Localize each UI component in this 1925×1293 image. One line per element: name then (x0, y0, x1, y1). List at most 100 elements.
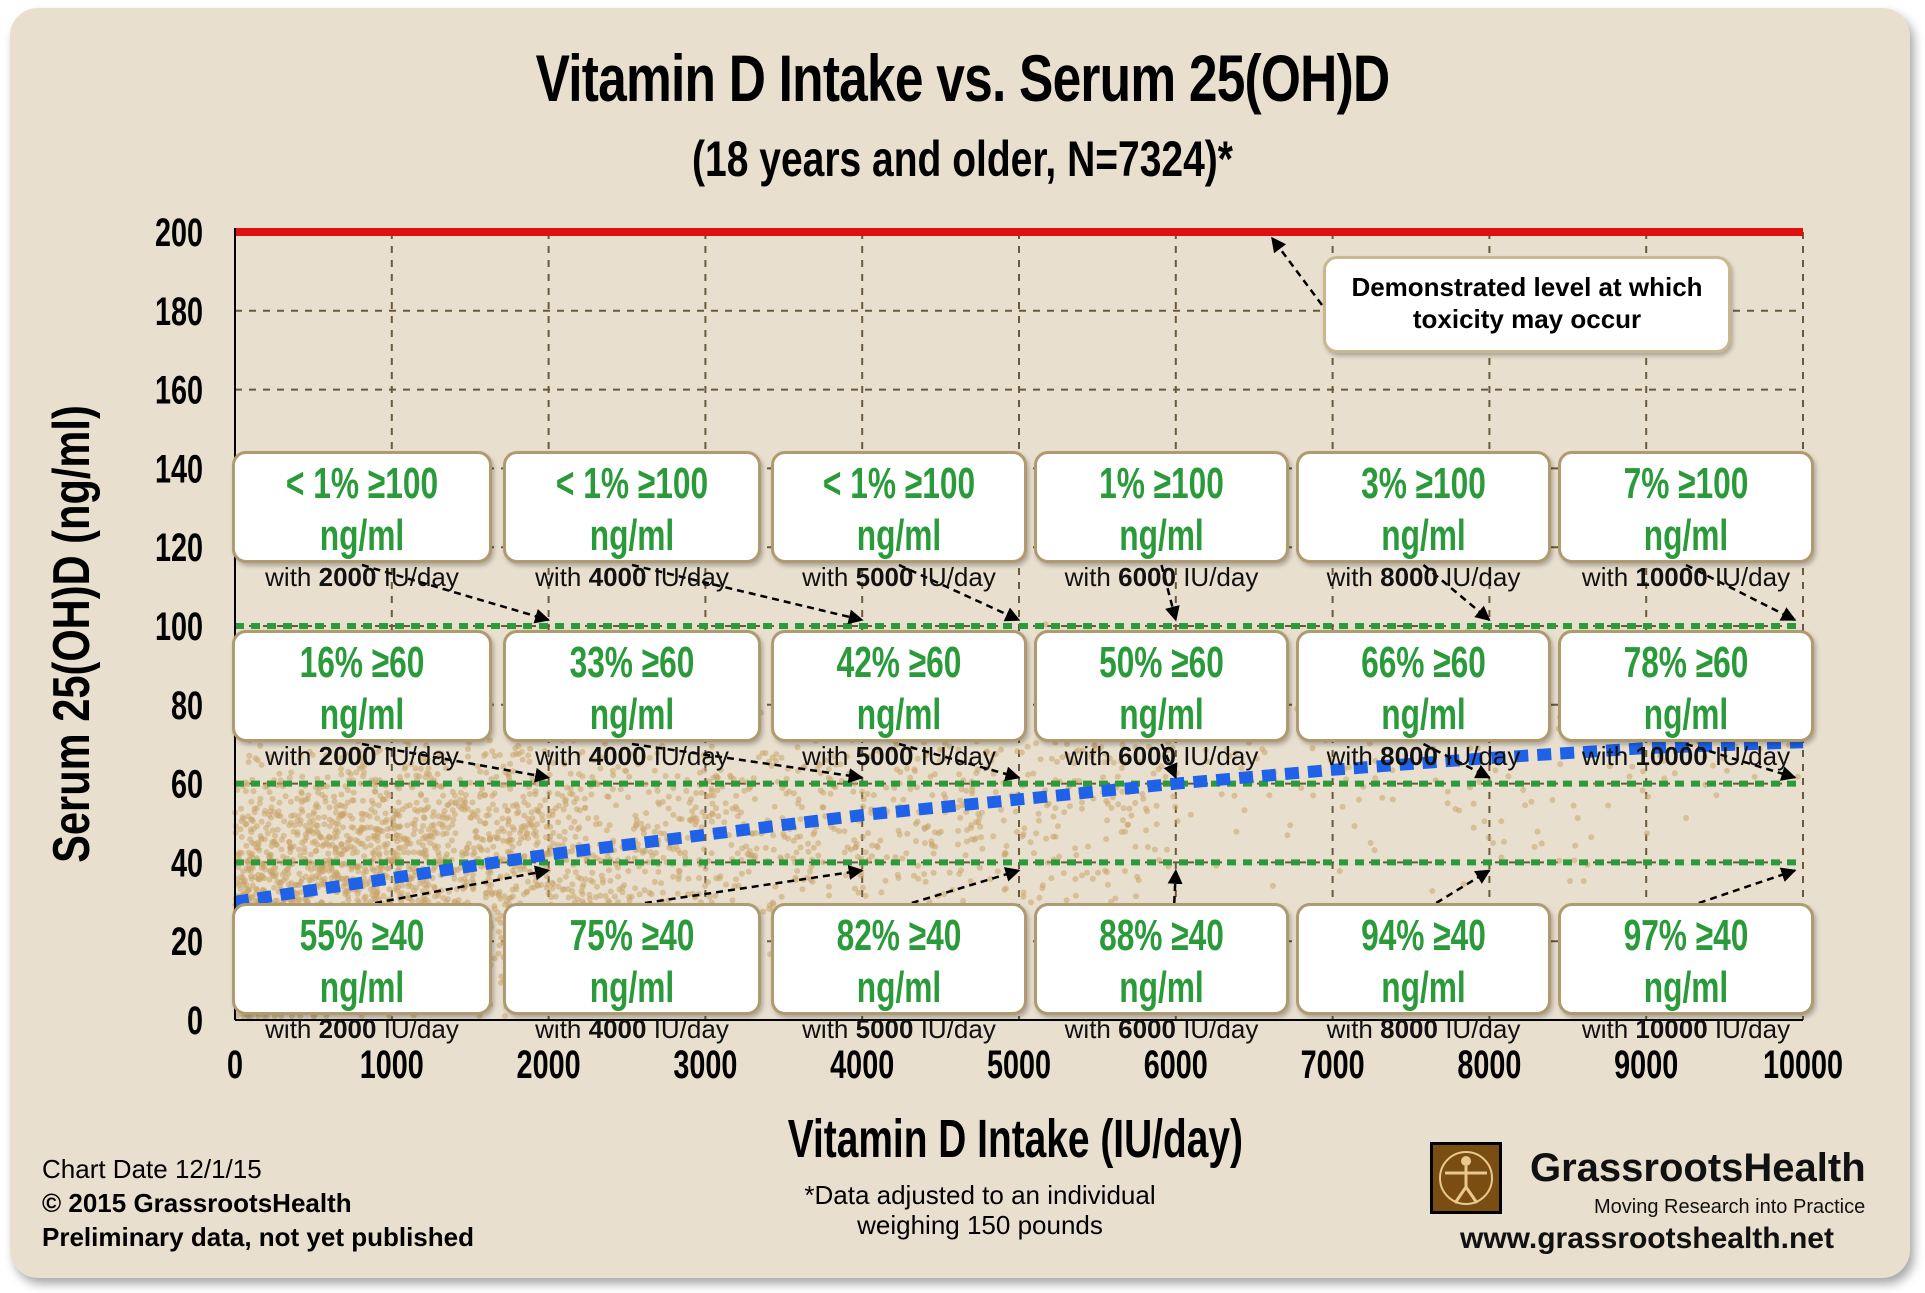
scatter-point (502, 802, 508, 809)
scatter-point (689, 808, 696, 815)
scatter-point (1164, 747, 1171, 754)
scatter-point (1572, 842, 1579, 849)
annotation-dose: with 10000 IU/day (1581, 562, 1791, 592)
annotation-box-40: 88% ≥40 ng/ml with 6000 IU/day (1034, 903, 1289, 1044)
scatter-point (645, 789, 652, 796)
scatter-point (811, 829, 818, 836)
scatter-point (505, 807, 511, 814)
scatter-point (708, 818, 715, 825)
scatter-point (344, 832, 350, 839)
scatter-point (269, 827, 276, 834)
scatter-point (314, 822, 321, 829)
scatter-point (602, 893, 609, 899)
scatter-point (1139, 791, 1146, 797)
scatter-point (411, 872, 418, 879)
scatter-point (828, 823, 835, 830)
scatter-point (518, 835, 524, 842)
scatter-point (245, 759, 252, 765)
scatter-point (745, 786, 752, 792)
scatter-point (1061, 809, 1068, 816)
scatter-point (756, 754, 762, 761)
scatter-point (1657, 752, 1664, 759)
scatter-point (360, 797, 366, 804)
scatter-point (942, 740, 949, 747)
scatter-point (1794, 773, 1801, 780)
scatter-point (363, 824, 370, 831)
scatter-point (506, 830, 513, 837)
annotation-box-60: 78% ≥60 ng/ml with 10000 IU/day (1558, 630, 1814, 771)
scatter-point (1241, 807, 1248, 814)
scatter-point (278, 879, 285, 886)
scatter-point (601, 740, 608, 747)
scatter-point (780, 831, 787, 837)
preliminary-note: Preliminary data, not yet published (42, 1222, 474, 1252)
scatter-point (520, 891, 527, 898)
y-tick-label: 80 (171, 683, 203, 728)
scatter-point (458, 789, 464, 796)
scatter-point (242, 821, 249, 828)
scatter-point (1224, 746, 1230, 753)
scatter-point (708, 743, 715, 750)
website-link[interactable]: www.grassrootshealth.net (1460, 1222, 1834, 1255)
scatter-point (659, 889, 666, 896)
scatter-point (1644, 830, 1650, 837)
scatter-point (1528, 798, 1535, 805)
logo-name: GrassrootsHealth (1530, 1146, 1866, 1190)
scatter-point (280, 853, 287, 860)
annotation-box-60: 16% ≥60 ng/ml with 2000 IU/day (232, 630, 492, 771)
scatter-point (1079, 872, 1085, 879)
scatter-point (495, 916, 502, 923)
scatter-point (795, 796, 802, 803)
annotation-dose: with 2000 IU/day (265, 1014, 459, 1044)
scatter-point (569, 881, 576, 888)
scatter-point (318, 834, 325, 841)
scatter-point (733, 792, 740, 799)
scatter-point (410, 866, 417, 872)
scatter-point (1605, 802, 1612, 809)
scatter-point (652, 850, 659, 856)
scatter-point (432, 845, 439, 851)
scatter-point (295, 812, 302, 819)
scatter-point (946, 869, 953, 876)
scatter-point (915, 862, 921, 869)
scatter-point (491, 903, 498, 909)
scatter-point (290, 828, 297, 835)
scatter-point (734, 850, 741, 857)
scatter-point (365, 835, 372, 842)
scatter-point (1356, 796, 1362, 803)
scatter-point (258, 761, 265, 768)
scatter-point (699, 809, 706, 816)
scatter-point (244, 858, 251, 865)
annotation-arrow (898, 742, 1021, 782)
scatter-point (615, 864, 621, 871)
x-tick-label: 4000 (830, 1042, 894, 1087)
scatter-point (1104, 817, 1110, 824)
annotation-dose: with 5000 IU/day (802, 741, 996, 771)
scatter-point (485, 831, 492, 838)
scatter-point (449, 788, 456, 795)
scatter-point (993, 750, 1000, 757)
scatter-point (836, 828, 842, 835)
scatter-point (435, 750, 442, 756)
scatter-point (507, 894, 514, 901)
scatter-point (676, 872, 683, 879)
scatter-point (298, 806, 305, 813)
x-tick-label: 6000 (1144, 1042, 1208, 1087)
scatter-point (1101, 759, 1108, 766)
scatter-point (1309, 745, 1316, 752)
annotation-dose: with 4000 IU/day (535, 1014, 729, 1044)
scatter-point (420, 823, 427, 829)
scatter-point (494, 819, 501, 826)
scatter-point (284, 866, 291, 873)
scatter-point (339, 862, 345, 869)
scatter-point (306, 877, 313, 884)
scatter-point (497, 979, 504, 986)
annotation-box-40: 82% ≥40 ng/ml with 5000 IU/day (771, 903, 1027, 1044)
scatter-point (571, 818, 578, 825)
scatter-point (772, 757, 779, 764)
scatter-point (355, 868, 362, 875)
scatter-point (823, 757, 829, 764)
scatter-point (684, 834, 691, 841)
scatter-point (1098, 744, 1105, 751)
scatter-point (1140, 795, 1147, 802)
